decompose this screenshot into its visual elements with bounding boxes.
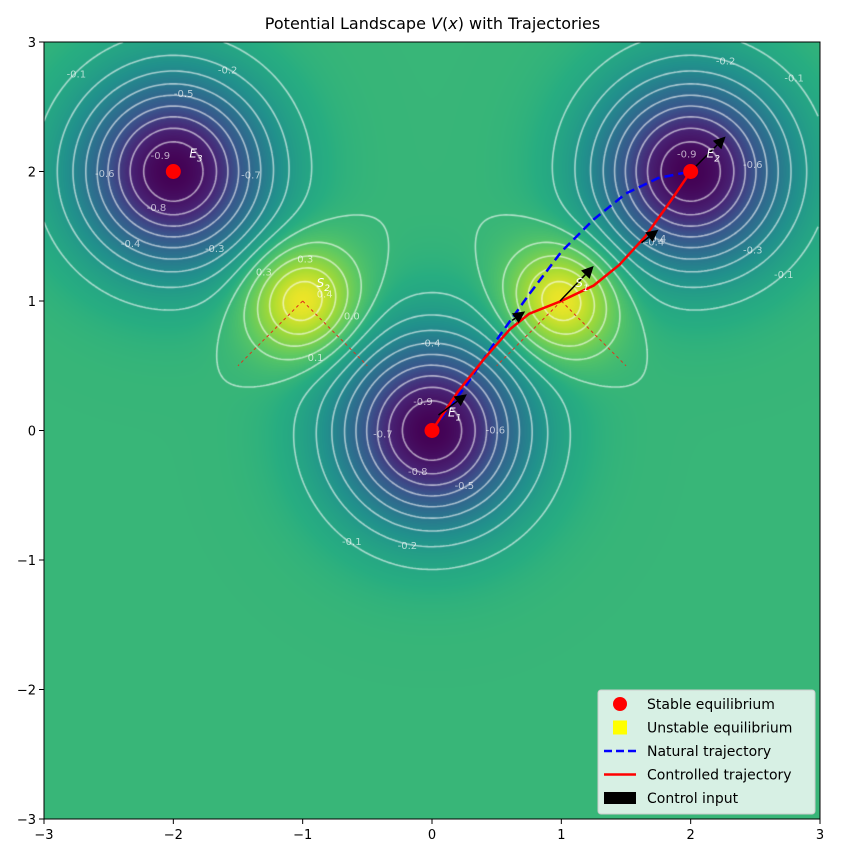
legend-label: Unstable equilibrium — [647, 721, 792, 737]
contour-label: 0.4 — [650, 234, 666, 245]
x-tick-label: 2 — [687, 828, 695, 843]
legend-label: Control input — [647, 791, 739, 807]
y-tick-label: −1 — [17, 554, 36, 569]
control-arrow-head — [712, 136, 726, 150]
control-arrow-shaft — [511, 317, 516, 322]
contour-label: -0.1 — [67, 69, 87, 80]
legend-label: Controlled trajectory — [647, 768, 792, 784]
contour-label: -0.4 — [121, 239, 141, 250]
legend: Stable equilibrium Unstable equilibrium Na… — [597, 689, 816, 815]
contour-label: 0.1 — [308, 353, 324, 364]
contour-label: -0.7 — [241, 170, 261, 181]
x-tick-label: −1 — [293, 828, 312, 843]
y-tick-label: 2 — [28, 166, 36, 181]
contour-label: -0.7 — [373, 429, 393, 440]
contour-label: -0.6 — [486, 426, 506, 437]
contour-label: -0.1 — [342, 537, 362, 548]
contour-label: -0.5 — [174, 89, 194, 100]
contour-label: -0.2 — [218, 65, 238, 76]
contour-label: 0.4 — [317, 290, 333, 301]
contour-label: 0.0 — [344, 312, 360, 323]
y-tick-label: −2 — [17, 684, 36, 699]
contour-label: -0.2 — [398, 541, 418, 552]
controlled-trajectory-line — [430, 170, 692, 432]
contour-label: -0.3 — [205, 244, 225, 255]
control-arrow-shaft — [641, 236, 650, 244]
control-arrow-head — [581, 266, 594, 279]
contour-label: -0.8 — [408, 467, 428, 478]
legend-label: Natural trajectory — [647, 744, 771, 760]
contour-label: -0.6 — [95, 169, 115, 180]
y-tick-label: 3 — [28, 36, 36, 51]
legend-stable-marker — [613, 697, 627, 711]
contour-label: -0.6 — [743, 160, 763, 171]
legend-label: Stable equilibrium — [647, 697, 775, 713]
control-arrow-shaft — [438, 400, 458, 416]
y-tick-label: 0 — [28, 425, 36, 440]
control-arrow-shaft — [559, 274, 586, 302]
contour-label: -0.4 — [645, 238, 665, 249]
contour-label: -0.1 — [774, 270, 794, 281]
control-arrow-head — [511, 311, 526, 324]
contour-label: -0.5 — [455, 481, 475, 492]
x-tick-label: 1 — [557, 828, 565, 843]
x-tick-label: −2 — [164, 828, 183, 843]
contour-label: 0.3 — [256, 268, 272, 279]
contour-label: -0.9 — [151, 151, 171, 162]
contour-label: -0.2 — [716, 56, 736, 67]
x-tick-label: 3 — [816, 828, 824, 843]
contour-label: -0.3 — [743, 245, 763, 256]
stable-point-marker — [424, 423, 440, 438]
legend-unstable-marker — [613, 720, 627, 735]
y-tick-label: −3 — [17, 813, 36, 828]
legend-control-marker — [604, 792, 636, 804]
contour-label: -0.4 — [421, 339, 441, 350]
x-tick-label: −3 — [34, 828, 53, 843]
contour-label: -0.8 — [147, 203, 167, 214]
legend-box — [597, 689, 816, 815]
control-arrow-head — [645, 229, 659, 242]
stable-point-marker — [165, 164, 181, 179]
contour-label: 0.3 — [297, 255, 313, 266]
contour-label: -0.9 — [413, 397, 433, 408]
y-tick-label: 1 — [28, 295, 36, 310]
x-tick-label: 0 — [428, 828, 436, 843]
contour-label: -0.9 — [677, 150, 697, 161]
contour-label: -0.1 — [784, 73, 804, 84]
control-arrow-head — [453, 394, 467, 407]
chart-title: Potential Landscape V(x) with Trajectori… — [264, 14, 601, 33]
stable-point-marker — [683, 164, 699, 179]
